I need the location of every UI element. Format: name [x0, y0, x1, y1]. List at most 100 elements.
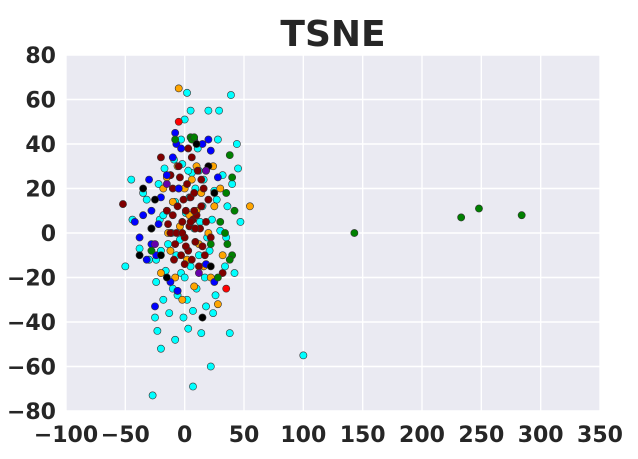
data-point	[246, 202, 254, 211]
data-point	[228, 173, 237, 182]
data-point	[190, 133, 199, 142]
data-point	[299, 351, 308, 360]
data-point	[142, 255, 151, 264]
data-point	[135, 233, 144, 242]
y-tick-label: −80	[7, 400, 56, 425]
data-point	[130, 217, 139, 226]
data-point	[170, 255, 178, 264]
data-point	[211, 291, 220, 300]
data-point	[119, 200, 127, 208]
data-point	[221, 229, 229, 237]
data-point	[218, 269, 227, 277]
data-point	[165, 309, 174, 317]
data-point	[227, 91, 235, 99]
data-point	[210, 189, 219, 197]
data-point	[162, 171, 171, 180]
data-point	[204, 135, 213, 144]
data-point	[213, 135, 222, 144]
data-point	[186, 217, 195, 226]
data-point	[216, 217, 225, 226]
data-point	[171, 240, 180, 249]
data-point	[195, 269, 203, 277]
data-point	[148, 391, 157, 400]
data-point	[232, 140, 241, 148]
data-point	[222, 189, 231, 197]
data-point	[222, 284, 231, 293]
data-point	[197, 175, 206, 184]
data-point	[151, 240, 159, 249]
data-point	[213, 273, 222, 282]
data-point	[142, 195, 151, 204]
data-point	[147, 224, 156, 233]
data-point	[198, 242, 207, 251]
data-point	[215, 106, 223, 115]
y-tick-label: −40	[7, 311, 56, 336]
data-point	[135, 244, 144, 253]
data-point	[173, 286, 182, 295]
data-point	[191, 237, 200, 246]
data-point	[213, 300, 222, 309]
data-point	[151, 302, 159, 311]
data-point	[181, 242, 190, 251]
data-point	[204, 106, 213, 115]
data-point	[159, 295, 168, 304]
data-point	[139, 184, 148, 193]
y-tick-label: 80	[25, 44, 56, 69]
y-axis-ticks: −80 −60 −40 −20 0 20 40 60 80	[7, 44, 56, 425]
data-point	[178, 229, 187, 237]
data-point	[145, 175, 153, 184]
data-point	[202, 166, 210, 175]
data-point	[184, 144, 193, 153]
data-point	[153, 326, 162, 335]
data-point	[225, 151, 234, 160]
data-point	[171, 135, 180, 144]
data-point	[160, 164, 169, 173]
y-tick-label: 40	[25, 133, 56, 158]
data-point	[230, 206, 239, 215]
y-tick-label: 0	[41, 222, 56, 247]
data-point	[206, 233, 215, 242]
data-point	[174, 184, 183, 193]
data-point	[187, 175, 196, 184]
data-point	[171, 128, 180, 137]
y-tick-label: −20	[7, 267, 56, 292]
data-point	[162, 180, 171, 188]
data-point	[206, 146, 215, 155]
data-point	[199, 184, 208, 193]
data-point	[157, 344, 165, 353]
data-points	[119, 84, 526, 400]
data-point	[200, 251, 209, 260]
data-point	[178, 295, 187, 304]
data-point	[204, 195, 213, 204]
data-point	[190, 189, 199, 197]
data-point	[236, 217, 245, 226]
x-tick-label: 300	[518, 423, 564, 448]
data-point	[206, 240, 215, 249]
data-point	[216, 184, 225, 193]
data-point	[147, 206, 156, 215]
x-tick-label: −50	[101, 423, 150, 448]
data-point	[168, 211, 177, 220]
data-point	[225, 329, 234, 338]
data-point	[184, 166, 193, 175]
data-point	[183, 180, 191, 188]
data-point	[197, 202, 206, 211]
data-point	[223, 202, 232, 211]
y-tick-label: 20	[25, 178, 56, 203]
data-point	[187, 255, 196, 264]
data-point	[151, 313, 159, 322]
data-point	[121, 262, 130, 271]
data-point	[206, 262, 215, 271]
data-point	[187, 153, 196, 162]
data-point	[212, 195, 221, 204]
data-point	[168, 153, 177, 162]
x-tick-label: 250	[458, 423, 504, 448]
data-point	[171, 335, 180, 344]
data-point	[350, 229, 359, 237]
x-tick-label: 100	[280, 423, 326, 448]
x-tick-label: 350	[577, 423, 623, 448]
data-point	[154, 220, 163, 228]
data-point	[178, 217, 187, 226]
data-point	[210, 202, 219, 211]
